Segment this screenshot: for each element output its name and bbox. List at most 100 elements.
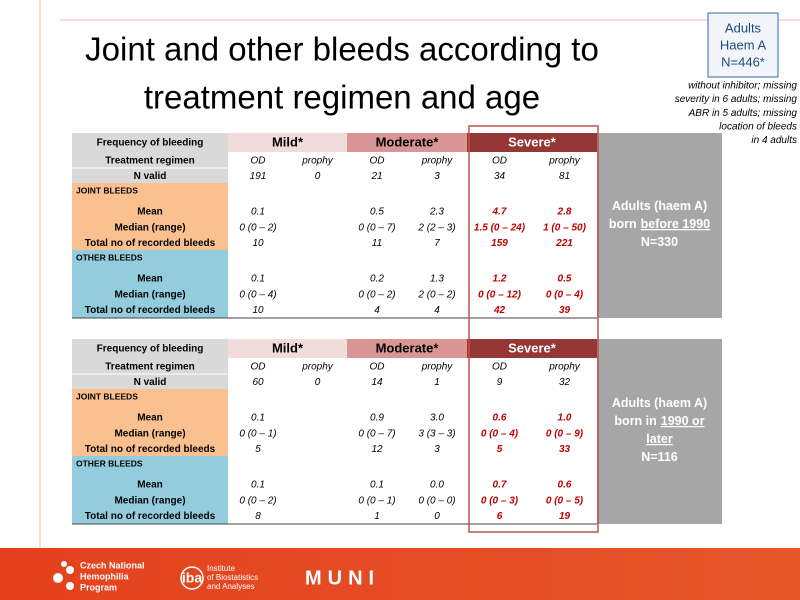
section-title: JOINT BLEEDS — [76, 185, 138, 195]
note-line: location of bleeds — [719, 121, 797, 132]
title-line: treatment regimen and age — [144, 79, 540, 116]
cell-text: prophy — [548, 156, 581, 167]
row-label: Median (range) — [114, 429, 185, 440]
badge-text: Haem A — [720, 37, 767, 52]
severe-highlight — [468, 125, 599, 533]
cell-text: 3 (3 – 3) — [418, 429, 455, 440]
side-segment: Adults (haem A) — [612, 396, 707, 410]
footer-text: Czech National — [80, 560, 145, 570]
header-text: Frequency of bleeding — [97, 344, 204, 355]
cell-text: 1.5 (0 – 24) — [474, 223, 526, 234]
cell-text: 0 (0 – 2) — [239, 223, 276, 234]
badge — [707, 12, 779, 78]
label-cell — [72, 152, 228, 168]
cell-text: 0.1 — [251, 274, 265, 285]
cell-text: 2 (2 – 3) — [417, 223, 455, 234]
cell-text: 0 (0 – 1) — [239, 429, 276, 440]
row-label: Median (range) — [114, 290, 185, 301]
cell-text: OD — [492, 156, 507, 167]
cell-text: prophy — [421, 362, 454, 373]
header-text: Frequency of bleeding — [97, 138, 204, 149]
cell-text: 42 — [493, 305, 506, 316]
cell-text: 39 — [559, 305, 571, 316]
side-segment: Adults (haem A) — [612, 199, 707, 213]
cell-text: 3 — [434, 444, 440, 455]
cell-text: 0 (0 – 7) — [358, 223, 395, 234]
cell-text: 191 — [250, 171, 267, 182]
side-text: later — [646, 432, 673, 446]
cell-text: 0 — [434, 511, 440, 522]
label-cell — [72, 374, 228, 389]
side-segment: 1990 or — [661, 414, 705, 428]
cell-text: 6 — [497, 511, 503, 522]
row-label: N valid — [134, 171, 167, 182]
side-text: N=116 — [641, 450, 678, 464]
cell-text: 34 — [494, 171, 506, 182]
cell-text: 0.1 — [370, 480, 384, 491]
cnhp-logo — [53, 561, 74, 590]
cell-text: 5 — [255, 444, 261, 455]
muni-text: MUNI — [305, 567, 380, 589]
note: without inhibitor; missing severity in 6 … — [675, 81, 798, 146]
header-cell — [72, 339, 228, 358]
cell-text: 3 — [434, 171, 440, 182]
iba-ring — [180, 566, 204, 590]
cell-text: 60 — [252, 377, 264, 388]
logo-dot — [53, 573, 63, 583]
header-text: Moderate* — [376, 340, 440, 355]
cell-text: OD — [370, 362, 385, 373]
cell-text: OD — [492, 362, 507, 373]
badge-text: N=446* — [721, 54, 765, 69]
header-text: Mild* — [272, 340, 304, 355]
cell-text: 0 (0 – 9) — [546, 429, 584, 440]
cell-text: 0 (0 – 2) — [239, 496, 276, 507]
cell-text: 3.0 — [430, 413, 444, 424]
side-box — [597, 339, 722, 524]
footer-text: Hemophilia — [80, 571, 130, 581]
footer-text: Program — [80, 582, 117, 592]
cell-text: 12 — [371, 444, 383, 455]
cell-text: 0.1 — [251, 207, 265, 218]
cell-text: 9 — [497, 377, 503, 388]
section-label-cell — [72, 250, 228, 318]
logo-dot — [61, 561, 67, 567]
section-label-cell — [72, 389, 228, 456]
cell-text: 0 (0 – 4) — [481, 429, 519, 440]
row-label: Mean — [137, 413, 163, 424]
cell-text: OD — [251, 362, 266, 373]
header-cell — [228, 133, 347, 152]
cell-text: OD — [370, 156, 385, 167]
cell-text: 221 — [555, 238, 573, 249]
label-cell — [72, 358, 228, 374]
section-title: OTHER BLEEDS — [76, 252, 143, 262]
cell-text: 0 (0 – 12) — [478, 290, 521, 301]
cell-text: 21 — [370, 171, 382, 182]
note-line: in 4 adults — [751, 135, 797, 146]
cell-text: 11 — [372, 238, 382, 249]
tables: Frequency of bleeding Mild* Moderate* Sever… — [72, 133, 722, 525]
cell-text: 0.1 — [251, 413, 265, 424]
section-title: OTHER BLEEDS — [76, 458, 143, 468]
cell-text: 5 — [497, 444, 503, 455]
side-segment: born in — [614, 414, 656, 428]
side-text: Adults (haem A) — [612, 199, 707, 213]
badge-text: Adults — [725, 20, 762, 35]
cell-text: 33 — [559, 444, 571, 455]
header-cell — [72, 133, 228, 152]
cell-text: 2.3 — [429, 207, 444, 218]
cell-text: 7 — [434, 238, 440, 249]
footer-text: Institute — [207, 564, 236, 573]
logo-dot — [66, 582, 74, 590]
cell-text: 8 — [255, 511, 261, 522]
side-segment: before 1990 — [641, 217, 711, 231]
header-text: Moderate* — [376, 134, 440, 149]
cell-text: 0 (0 – 5) — [546, 496, 584, 507]
header-cell — [347, 339, 467, 358]
section-label-cell — [72, 456, 228, 524]
cell-text: 1 (0 – 50) — [543, 223, 586, 234]
cell-text: 1.3 — [430, 274, 444, 285]
cell-text: 0.6 — [493, 413, 507, 424]
side-text: N=330 — [641, 235, 678, 249]
cell-text: prophy — [421, 156, 454, 167]
